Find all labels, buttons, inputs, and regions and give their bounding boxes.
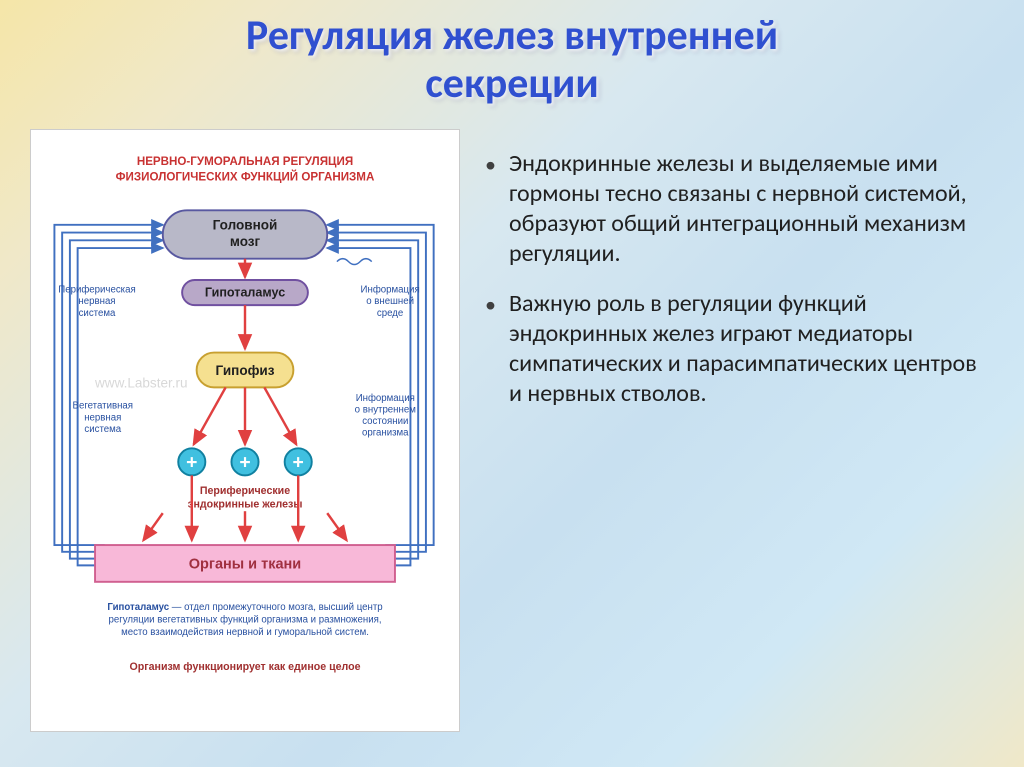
diagram-header-2: ФИЗИОЛОГИЧЕСКИХ ФУНКЦИЙ ОРГАНИЗМА xyxy=(116,170,375,183)
lbl-env3: среде xyxy=(377,307,403,318)
footer-l2: регуляции вегетативных функций организма… xyxy=(108,614,381,625)
diagram-svg: НЕРВНО-ГУМОРАЛЬНАЯ РЕГУЛЯЦИЯ ФИЗИОЛОГИЧЕ… xyxy=(37,138,453,718)
brain-label1: Головной xyxy=(213,217,278,232)
lbl-env1: Информация xyxy=(361,284,420,295)
gland2-plus: + xyxy=(239,451,250,473)
organs-label: Органы и ткани xyxy=(189,556,301,572)
regulation-diagram: НЕРВНО-ГУМОРАЛЬНАЯ РЕГУЛЯЦИЯ ФИЗИОЛОГИЧЕ… xyxy=(30,129,460,732)
lbl-pns1: Периферическая xyxy=(58,284,135,295)
edge-pit-g3 xyxy=(264,387,296,444)
title-line1: Регуляция желез внутренней xyxy=(246,10,778,61)
squiggle xyxy=(337,258,372,264)
lbl-int4: организма xyxy=(362,427,409,438)
bullet-marker-icon: • xyxy=(485,149,509,269)
lbl-env2: о внешней xyxy=(366,296,414,307)
lbl-vns3: система xyxy=(84,423,121,434)
edge-extra-r xyxy=(327,513,346,540)
gland3-plus: + xyxy=(293,451,304,473)
bullet-item: • Важную роль в регуляции функций эндокр… xyxy=(485,289,994,409)
bullet-item: • Эндокринные железы и выделяемые ими го… xyxy=(485,149,994,269)
lbl-vns1: Вегетативная xyxy=(73,400,134,411)
pit-label: Гипофиз xyxy=(216,362,275,377)
glands-label1: Периферические xyxy=(200,484,290,496)
glands-label2: эндокринные железы xyxy=(188,498,303,510)
title-line2: секреции xyxy=(425,58,599,109)
lbl-pns3: система xyxy=(79,307,116,318)
lbl-int1: Информация xyxy=(356,393,415,404)
bullet-text: Важную роль в регуляции функций эндокрин… xyxy=(509,289,994,409)
edge-pit-g1 xyxy=(194,387,226,444)
lbl-vns2: нервная xyxy=(84,412,121,423)
gland1-plus: + xyxy=(186,451,197,473)
hyp-label: Гипоталамус xyxy=(205,285,285,299)
content-area: НЕРВНО-ГУМОРАЛЬНАЯ РЕГУЛЯЦИЯ ФИЗИОЛОГИЧЕ… xyxy=(0,109,1024,732)
bullet-marker-icon: • xyxy=(485,289,509,409)
lbl-int3: состоянии xyxy=(362,416,408,427)
bottom-note: Организм функционирует как единое целое xyxy=(129,660,360,672)
lbl-int2: о внутреннем xyxy=(355,404,416,415)
footer-l3: место взаимодействия нервной и гуморальн… xyxy=(121,627,369,638)
bullet-list: • Эндокринные железы и выделяемые ими го… xyxy=(485,129,994,732)
footer-l1: Гипоталамус — отдел промежуточного мозга… xyxy=(107,601,382,612)
diagram-header-1: НЕРВНО-ГУМОРАЛЬНАЯ РЕГУЛЯЦИЯ xyxy=(137,154,353,167)
edge-extra-l xyxy=(143,513,162,540)
lbl-pns2: нервная xyxy=(78,296,115,307)
bullet-text: Эндокринные железы и выделяемые ими горм… xyxy=(509,149,994,269)
slide-title: Регуляция желез внутренней секреции xyxy=(0,0,1024,109)
watermark: www.Labster.ru xyxy=(94,375,188,390)
brain-label2: мозг xyxy=(230,234,261,249)
